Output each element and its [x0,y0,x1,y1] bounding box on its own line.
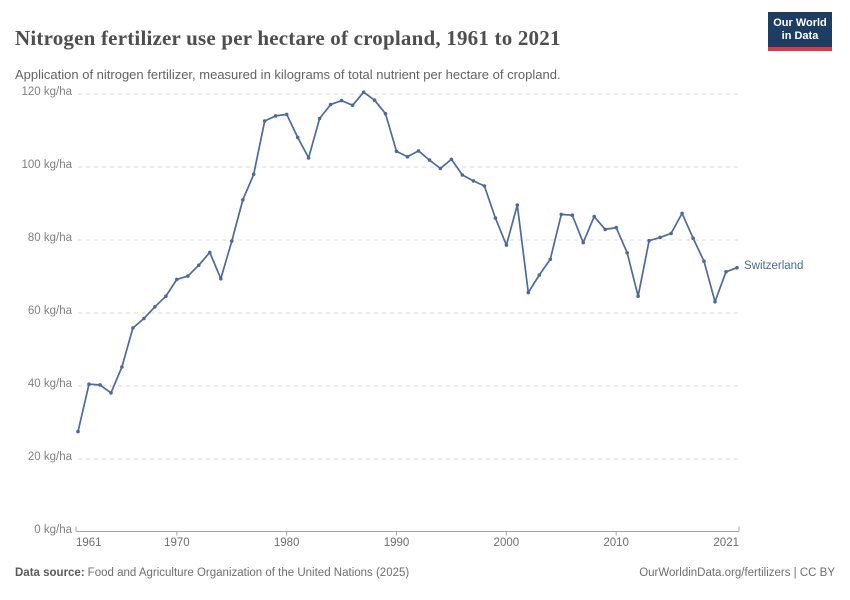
data-point [76,429,80,434]
data-point [186,274,190,278]
data-point [219,276,223,281]
data-point [724,270,728,274]
page-title: Nitrogen fertilizer use per hectare of c… [15,26,561,51]
data-point [658,235,662,240]
data-point [669,231,673,236]
footer-link[interactable]: OurWorldinData.org/fertilizers | CC BY [639,567,835,579]
data-point [208,250,212,255]
data-point [361,90,366,94]
series-label-switzerland[interactable]: Switzerland [744,259,804,272]
owid-logo-line2: in Data [781,30,819,42]
footer-data-source: Data source: Food and Agriculture Organiz… [15,567,409,579]
data-point [625,251,629,255]
data-point [306,156,311,160]
x-axis-tick-label: 2010 [603,537,629,549]
data-point [284,112,289,117]
data-point [504,243,509,247]
data-point [537,273,542,277]
data-point [603,227,607,232]
y-axis-tick-label: 20 kg/ha [27,451,72,463]
x-axis-tick-label: 1961 [76,537,102,549]
data-source-label: Data source: [15,567,85,579]
x-axis-tick-label: 2000 [493,537,520,549]
data-point [262,119,267,123]
data-point [98,383,102,387]
y-axis-tick-label: 100 kg/ha [21,159,72,171]
data-point [197,263,201,268]
data-point [460,173,465,177]
data-point [713,299,717,304]
data-point [372,98,377,102]
data-point [142,316,146,321]
data-point [592,214,596,219]
data-point [735,265,739,270]
data-point [702,259,706,264]
y-axis-tick-label: 60 kg/ha [27,305,72,317]
data-point [317,116,322,121]
data-source-text: Food and Agriculture Organization of the… [87,567,410,579]
data-point [636,294,640,299]
data-point [120,365,124,369]
data-point [647,238,651,243]
x-axis-tick-label: 1970 [164,537,190,549]
x-axis-tick-label: 1990 [383,537,410,549]
data-point [394,149,399,154]
data-point [449,157,454,162]
data-point [691,236,695,240]
data-point [416,149,421,153]
data-point [559,212,564,217]
data-point [273,114,278,118]
data-point [471,179,476,183]
data-point [427,158,432,162]
data-point [175,277,179,282]
data-point [438,166,443,171]
y-axis-tick-label: 40 kg/ha [27,378,72,390]
y-axis-tick-label: 0 kg/ha [34,524,72,536]
data-point [526,290,531,295]
data-point [614,225,618,230]
data-point [350,103,355,108]
data-point [131,326,135,330]
data-point [295,135,300,140]
x-axis-tick-label: 1980 [273,537,300,549]
data-point [482,184,487,188]
data-point [581,240,585,245]
data-point [515,203,520,207]
data-point [383,111,388,116]
data-point [251,172,256,177]
data-point [87,382,91,387]
owid-logo[interactable]: Our World in Data [768,12,832,51]
data-point [230,239,234,243]
chart-footer: Data source: Food and Agriculture Organiz… [15,567,835,579]
data-point [680,211,684,216]
data-point [164,294,168,299]
y-axis-tick-label: 80 kg/ha [27,232,72,244]
y-axis-tick-label: 120 kg/ha [21,86,72,98]
data-point [241,198,245,202]
data-point [570,213,575,217]
data-point [339,98,344,103]
x-axis-tick-label: 2021 [713,537,739,549]
data-point [548,257,553,262]
data-point [493,216,498,220]
data-point [109,391,113,395]
data-point [328,102,333,107]
owid-logo-line1: Our World [773,17,827,29]
data-line-switzerland [77,91,738,433]
data-point [405,155,410,159]
chart-subtitle: Application of nitrogen fertilizer, meas… [15,67,561,82]
data-point [153,305,157,309]
